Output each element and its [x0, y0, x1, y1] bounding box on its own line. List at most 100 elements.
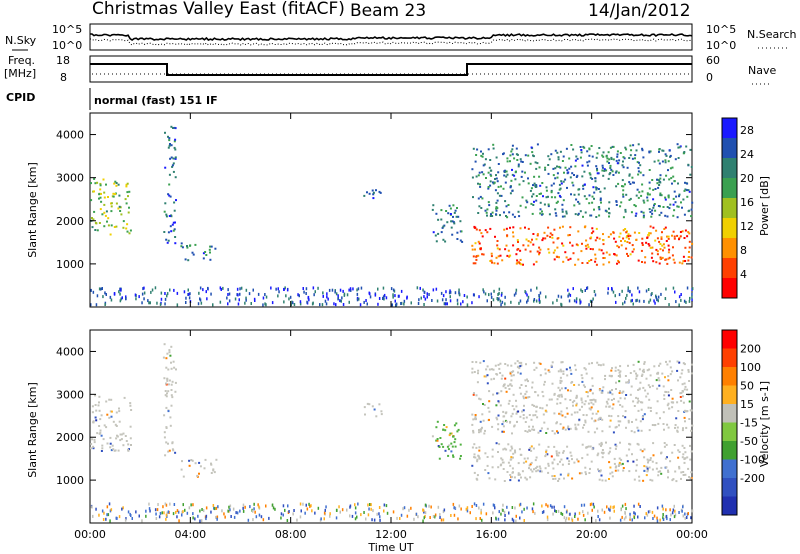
data-cell — [101, 447, 104, 450]
data-cell — [676, 426, 679, 429]
data-cell — [519, 299, 522, 303]
data-cell — [574, 426, 577, 429]
data-cell — [621, 462, 624, 465]
scatter-feature — [431, 204, 464, 243]
data-cell — [539, 184, 542, 187]
data-cell — [560, 180, 563, 183]
data-cell — [449, 432, 452, 435]
data-cell — [638, 299, 641, 303]
data-cell — [666, 363, 669, 366]
data-cell — [166, 378, 169, 381]
data-cell — [626, 235, 629, 238]
data-cell — [275, 287, 277, 291]
data-cell — [96, 294, 99, 298]
data-cell — [380, 413, 383, 416]
data-cell — [165, 382, 167, 385]
data-cell — [652, 198, 655, 201]
data-cell — [663, 442, 666, 444]
data-cell — [658, 184, 661, 186]
velocity-bar-swatch — [722, 422, 737, 442]
data-cell — [123, 396, 126, 399]
data-cell — [658, 214, 661, 217]
data-cell — [556, 165, 558, 168]
data-cell — [536, 234, 539, 237]
data-cell — [535, 299, 538, 303]
x-axis-label: Time UT — [367, 541, 413, 554]
data-cell — [575, 394, 578, 397]
data-cell — [165, 513, 168, 517]
data-cell — [270, 286, 272, 290]
velocity-bar-swatch — [722, 459, 737, 479]
data-cell — [659, 470, 662, 473]
data-cell — [642, 386, 645, 389]
data-cell — [98, 287, 101, 291]
data-cell — [518, 367, 521, 370]
data-cell — [436, 439, 439, 442]
data-cell — [495, 177, 498, 180]
data-cell — [448, 444, 451, 447]
data-cell — [535, 260, 538, 263]
data-cell — [539, 201, 542, 204]
data-cell — [525, 396, 528, 399]
data-cell — [165, 213, 168, 216]
data-cell — [674, 158, 677, 161]
data-cell — [520, 384, 523, 386]
data-cell — [638, 191, 641, 194]
data-cell — [641, 261, 643, 263]
data-cell — [545, 404, 548, 407]
data-cell — [580, 398, 583, 401]
data-cell — [341, 296, 343, 300]
data-cell — [658, 240, 661, 243]
data-cell — [478, 446, 481, 449]
data-cell — [486, 208, 489, 211]
power-bar-swatch — [722, 158, 737, 179]
data-cell — [647, 288, 650, 291]
data-cell — [227, 509, 229, 513]
data-cell — [628, 470, 631, 473]
data-cell — [289, 295, 292, 299]
data-cell — [474, 414, 477, 416]
data-cell — [189, 244, 192, 247]
data-cell — [119, 288, 121, 292]
data-cell — [622, 237, 625, 240]
data-cell — [204, 251, 207, 253]
data-cell — [502, 503, 504, 507]
data-cell — [684, 473, 687, 476]
data-cell — [591, 508, 593, 512]
data-cell — [448, 204, 451, 207]
data-cell — [109, 509, 112, 513]
data-cell — [501, 300, 504, 304]
data-cell — [118, 410, 121, 413]
data-cell — [108, 398, 111, 401]
data-cell — [532, 414, 535, 417]
data-cell — [327, 297, 329, 301]
data-cell — [589, 408, 592, 411]
data-cell — [596, 172, 599, 175]
data-cell — [581, 175, 584, 178]
data-cell — [422, 519, 424, 523]
data-cell — [103, 225, 106, 228]
data-cell — [495, 209, 498, 212]
data-cell — [124, 198, 127, 201]
data-cell — [167, 146, 170, 149]
data-cell — [677, 157, 680, 159]
data-cell — [258, 505, 260, 509]
data-cell — [252, 288, 254, 292]
data-cell — [534, 459, 537, 462]
freq-series — [90, 63, 692, 76]
data-cell — [589, 467, 591, 470]
data-cell — [500, 185, 502, 188]
data-cell — [122, 226, 125, 229]
data-cell — [590, 214, 593, 217]
data-cell — [502, 410, 505, 413]
data-cell — [478, 171, 481, 174]
data-cell — [590, 236, 593, 239]
data-cell — [637, 515, 639, 519]
data-cell — [665, 514, 668, 518]
power-bar-label: Power [dB] — [758, 176, 771, 236]
data-cell — [660, 194, 663, 197]
data-cell — [596, 167, 598, 170]
data-cell — [519, 516, 521, 520]
data-cell — [563, 215, 566, 218]
data-cell — [598, 214, 601, 217]
